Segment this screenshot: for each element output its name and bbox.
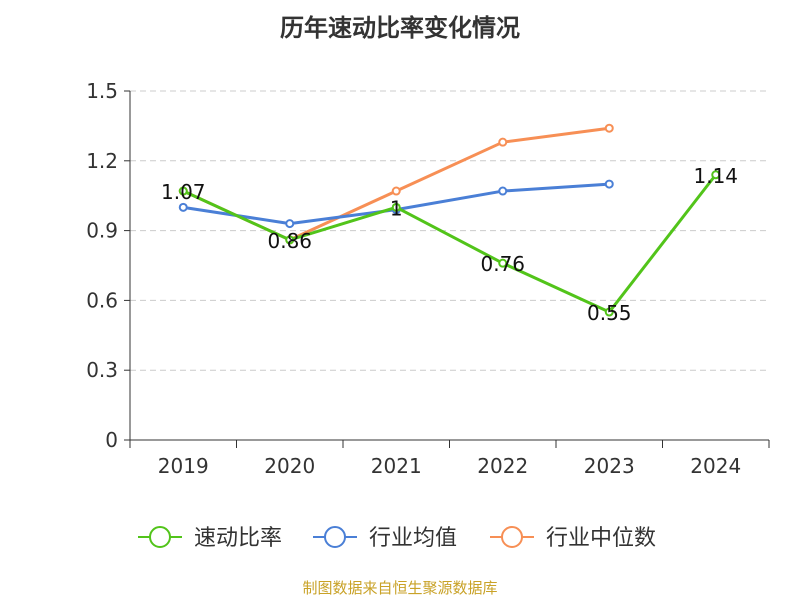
legend-label: 行业均值 (369, 526, 457, 551)
x-tick-label: 2021 (371, 454, 422, 478)
data-labels: 1.07 0.86 1 0.76 0.55 1.14 (161, 164, 738, 325)
y-tick-label: 1.2 (86, 149, 118, 173)
data-point (604, 179, 614, 189)
data-point (498, 186, 508, 196)
legend-item: 速动比率 (138, 526, 282, 551)
data-label: 1.07 (161, 180, 206, 204)
legend-marker (501, 526, 523, 548)
data-point (604, 307, 614, 317)
data-label: 0.76 (480, 252, 525, 276)
data-point (391, 202, 401, 212)
data-point (498, 258, 508, 268)
x-tick-label: 2020 (264, 454, 315, 478)
source-note: 制图数据来自恒生聚源数据库 (302, 579, 498, 597)
data-point (391, 186, 401, 196)
y-tick-label: 0.6 (86, 288, 118, 312)
legend-marker (324, 526, 346, 548)
legend-label: 速动比率 (194, 526, 282, 551)
x-tick-label: 2019 (158, 454, 209, 478)
data-point (285, 235, 295, 245)
data-point (285, 219, 295, 229)
data-point (604, 123, 614, 133)
legend: 速动比率 行业均值 行业中位数 (138, 526, 656, 551)
data-point (711, 170, 721, 180)
data-label: 1.14 (693, 164, 738, 188)
x-tick-label: 2023 (584, 454, 635, 478)
legend-item: 行业中位数 (490, 526, 656, 551)
data-point (498, 137, 508, 147)
legend-marker (149, 526, 171, 548)
data-label: 0.55 (587, 301, 632, 325)
grid-lines (130, 90, 769, 371)
data-point (178, 186, 188, 196)
x-tick-label: 2022 (477, 454, 528, 478)
series-line (182, 173, 717, 314)
axes: 0 0.3 0.6 0.9 1.2 1.5 2019 2020 2021 2022 2023 2024 (86, 79, 770, 478)
y-tick-label: 0.9 (86, 219, 118, 243)
data-label: 0.86 (267, 229, 312, 253)
legend-item: 行业均值 (313, 526, 457, 551)
series-lines (178, 123, 721, 317)
y-tick-label: 1.5 (86, 79, 118, 103)
x-tick-label: 2024 (690, 454, 741, 478)
legend-label: 行业中位数 (546, 526, 656, 551)
data-label: 1 (390, 196, 403, 220)
series-line (182, 126, 610, 242)
data-point (178, 202, 188, 212)
y-tick-label: 0.3 (86, 358, 118, 382)
chart-title: 历年速动比率变化情况 (280, 14, 520, 42)
y-tick-label: 0 (105, 428, 118, 452)
